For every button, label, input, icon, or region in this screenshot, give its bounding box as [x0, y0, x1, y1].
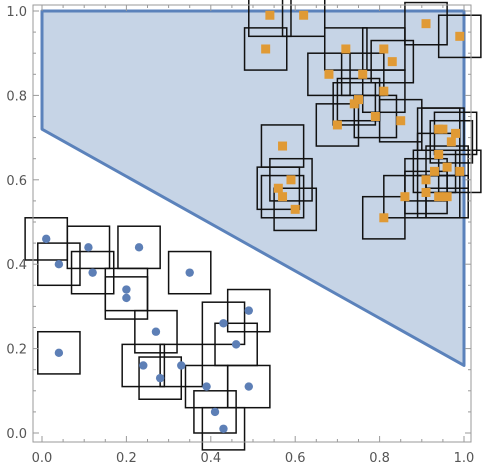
data-point-circle — [185, 268, 194, 277]
data-point-square — [455, 166, 465, 176]
data-point-square — [286, 175, 296, 185]
data-point-square — [396, 116, 406, 126]
point-box — [437, 14, 482, 59]
point-box — [260, 174, 305, 219]
data-point-square — [290, 204, 300, 214]
x-tick-label: 0.6 — [285, 451, 306, 466]
point-box — [361, 69, 406, 114]
data-point-circle — [155, 373, 165, 383]
point-box — [167, 250, 212, 295]
data-point-square — [446, 137, 456, 147]
data-point-circle — [88, 268, 97, 277]
x-tick-label: 0.2 — [116, 451, 137, 466]
data-point-square — [379, 44, 389, 54]
point-box — [323, 27, 368, 71]
point-box — [104, 276, 149, 320]
data-point-square — [400, 192, 410, 202]
data-point-square — [421, 19, 431, 29]
point-box — [269, 157, 313, 202]
data-point-square — [379, 86, 389, 96]
data-point-square — [265, 10, 275, 20]
data-point-circle — [134, 243, 144, 252]
data-point-circle — [122, 293, 131, 303]
data-point-layer — [42, 10, 465, 433]
y-tick-label: 0.2 — [6, 343, 27, 358]
data-point-circle — [231, 340, 241, 349]
point-box — [281, 0, 326, 38]
x-tick-label: 0.4 — [200, 451, 221, 466]
point-box — [404, 1, 448, 46]
y-tick-label: 0.0 — [6, 427, 27, 442]
x-tick-label: 0.8 — [369, 451, 390, 466]
point-box — [121, 343, 166, 388]
y-tick-label: 0.4 — [6, 258, 27, 273]
data-point-square — [341, 44, 351, 54]
point-box — [243, 27, 288, 71]
data-point-square — [324, 69, 334, 79]
y-tick-label: 1.0 — [6, 5, 27, 20]
point-box — [201, 406, 246, 451]
data-point-square — [434, 192, 444, 202]
data-point-circle — [219, 319, 228, 328]
data-point-square — [278, 192, 288, 202]
data-point-square — [261, 44, 271, 54]
data-point-circle — [42, 234, 51, 244]
point-box — [66, 225, 111, 270]
data-point-circle — [151, 327, 161, 336]
data-point-square — [429, 166, 439, 176]
point-box — [273, 187, 318, 232]
data-point-circle — [177, 361, 186, 370]
data-point-square — [455, 31, 465, 41]
data-point-square — [434, 124, 444, 134]
point-box — [37, 330, 81, 375]
point-box — [226, 364, 271, 409]
axis-ticks: 0.0 0.2 0.4 0.6 0.8 1.0 0.0 0.2 0.4 0.6 0.8 1.0 — [6, 5, 474, 466]
data-point-circle — [244, 306, 253, 315]
x-tick-label: 1.0 — [454, 451, 475, 466]
data-point-square — [354, 95, 363, 105]
point-box — [248, 0, 292, 38]
data-point-circle — [210, 407, 220, 417]
data-point-circle — [202, 382, 211, 391]
data-point-square — [278, 141, 288, 151]
point-box — [226, 288, 271, 333]
point-box — [370, 39, 415, 84]
data-point-square — [451, 128, 461, 138]
point-box — [404, 157, 448, 202]
y-tick-label: 0.8 — [6, 89, 27, 104]
data-point-square — [358, 69, 368, 79]
data-point-square — [299, 10, 309, 20]
data-point-circle — [122, 285, 131, 294]
data-point-square — [434, 149, 444, 159]
data-point-square — [387, 57, 397, 67]
y-tick-label: 0.6 — [6, 174, 27, 189]
data-point-circle — [54, 260, 64, 269]
point-box — [134, 309, 178, 354]
data-point-circle — [244, 382, 253, 391]
data-point-square — [273, 183, 283, 193]
data-point-circle — [54, 348, 64, 358]
data-point-square — [332, 120, 342, 130]
point-box — [193, 390, 237, 434]
data-point-square — [379, 213, 389, 223]
x-tick-label: 0.0 — [32, 451, 53, 466]
plot-frame — [32, 4, 472, 443]
data-point-square — [442, 192, 452, 202]
data-point-circle — [84, 243, 93, 252]
point-box — [70, 250, 115, 295]
data-point-circle — [139, 361, 148, 370]
data-point-circle — [219, 424, 228, 433]
data-point-square — [421, 187, 431, 197]
point-box — [307, 52, 351, 97]
data-point-square — [421, 175, 431, 185]
plot-frame-border — [32, 4, 472, 443]
data-point-square — [370, 112, 380, 121]
data-point-square — [442, 162, 452, 172]
